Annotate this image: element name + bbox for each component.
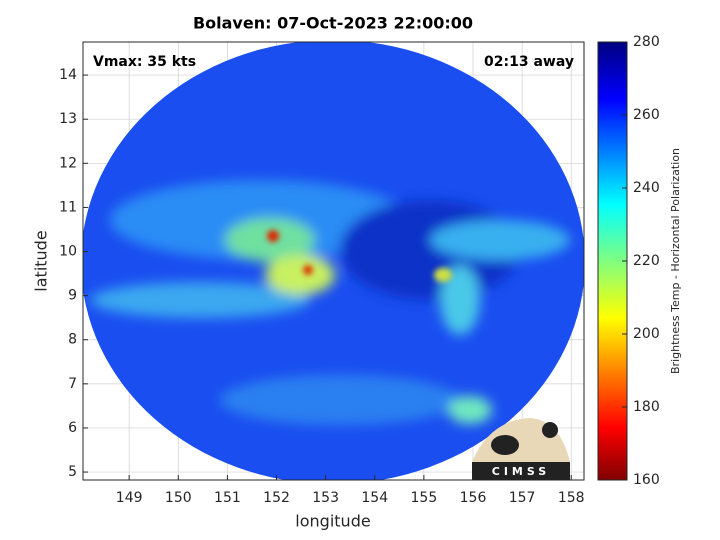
x-tick-label: 156	[460, 490, 487, 506]
y-tick-label: 6	[68, 420, 77, 436]
y-tick-label: 12	[59, 155, 77, 171]
x-tick-label: 157	[509, 490, 536, 506]
x-tick-label: 153	[312, 490, 339, 506]
annotation: Vmax: 35 kts	[93, 54, 196, 70]
y-tick-label: 13	[59, 111, 77, 127]
colorbar-tick-label: 260	[633, 107, 660, 123]
colorbar-tick-label: 220	[633, 253, 660, 269]
colorbar-tick-label: 240	[633, 180, 660, 196]
colorbar-tick-label: 180	[633, 399, 660, 415]
x-tick-label: 150	[165, 490, 192, 506]
y-tick-label: 5	[68, 464, 77, 480]
x-tick-label: 151	[214, 490, 241, 506]
x-axis-label: longitude	[295, 512, 370, 531]
colorbar-label: Brightness Temp - Horizontal Polarizatio…	[669, 148, 682, 374]
colorbar-tick-label: 280	[633, 34, 660, 50]
annotation: 02:13 away	[484, 54, 574, 70]
colorbar-tick-label: 160	[633, 472, 660, 488]
x-tick-label: 152	[263, 490, 290, 506]
x-tick-label: 154	[361, 490, 388, 506]
x-tick-label: 155	[411, 490, 438, 506]
logo-text: CIMSS	[492, 465, 550, 478]
y-tick-label: 14	[59, 67, 77, 83]
logo: CIMSS	[472, 418, 570, 480]
y-tick-label: 9	[68, 288, 77, 304]
x-tick-label: 158	[558, 490, 585, 506]
colorbar-tick-label: 200	[633, 326, 660, 342]
chart-title: Bolaven: 07-Oct-2023 22:00:00	[193, 14, 473, 33]
x-tick-label: 149	[116, 490, 143, 506]
y-axis-label: latitude	[32, 230, 51, 291]
y-tick-label: 8	[68, 332, 77, 348]
y-tick-label: 7	[68, 376, 77, 392]
y-tick-label: 10	[59, 244, 77, 260]
swath-image	[83, 42, 584, 480]
y-tick-label: 11	[59, 199, 77, 215]
